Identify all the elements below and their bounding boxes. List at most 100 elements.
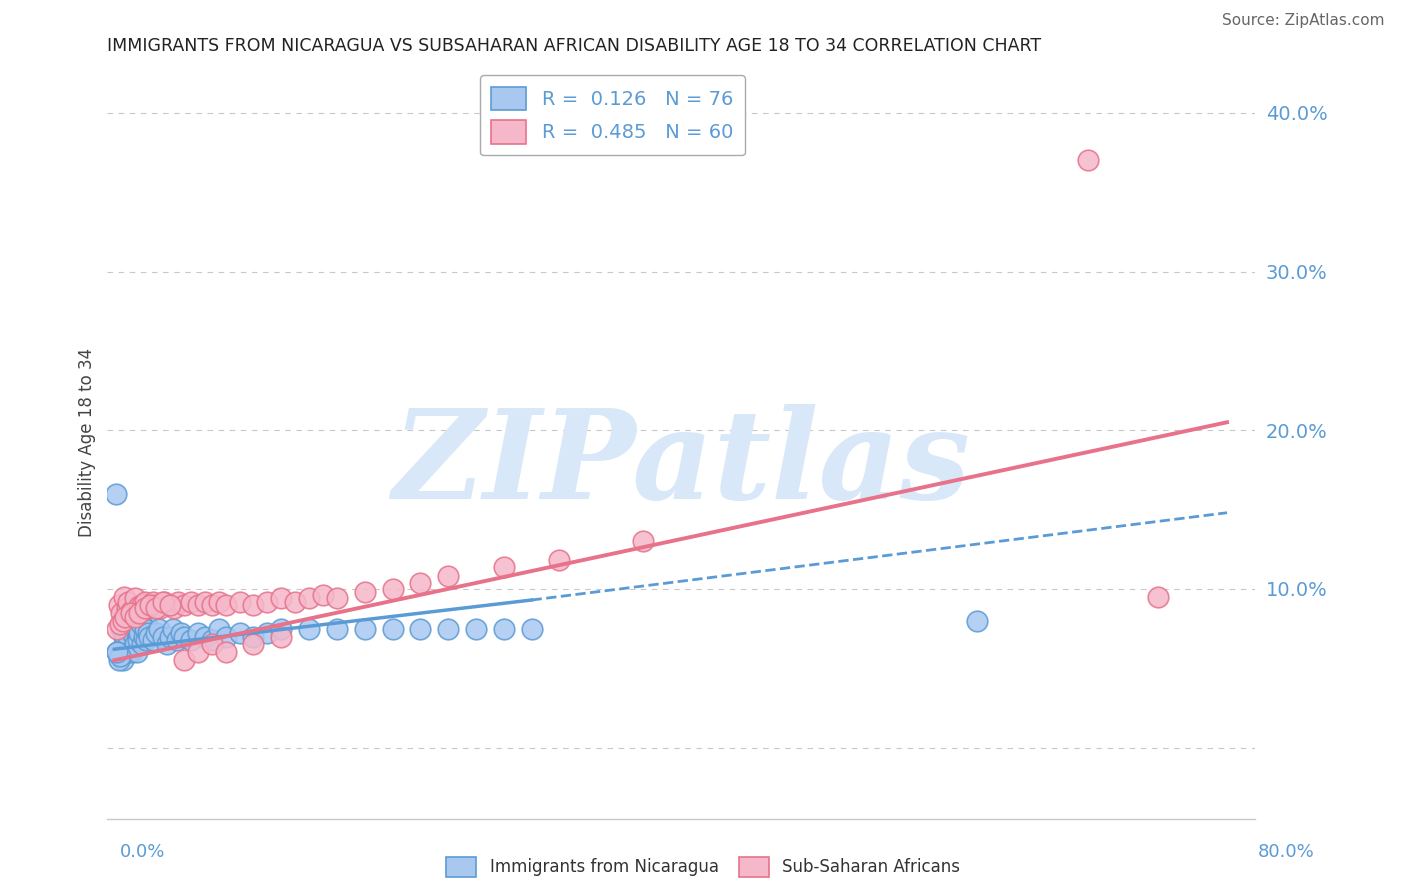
Point [145,601,167,615]
Point [138,601,160,615]
Point [120,606,142,620]
Point [173,598,195,612]
Point [131,637,153,651]
Point [159,598,181,612]
Point [112,590,135,604]
Point [114,630,136,644]
Point [631,534,654,549]
Text: 80.0%: 80.0% [1258,843,1315,861]
Legend: R =  0.126   N = 76, R =  0.485   N = 60: R = 0.126 N = 76, R = 0.485 N = 60 [479,75,745,155]
Point [135,614,157,628]
Point [152,594,174,608]
Point [194,630,217,644]
Point [145,626,167,640]
Point [122,606,145,620]
Point [298,591,321,606]
Point [111,614,134,628]
Point [118,645,141,659]
Point [492,622,515,636]
Point [159,598,181,612]
Point [242,637,264,651]
Point [149,601,172,615]
Point [111,614,134,628]
Point [966,614,988,628]
Y-axis label: Disability Age 18 to 34: Disability Age 18 to 34 [79,348,96,537]
Point [437,622,460,636]
Point [129,616,152,631]
Point [1146,590,1168,604]
Point [173,653,195,667]
Point [112,630,135,644]
Point [128,599,150,614]
Point [108,648,131,663]
Point [208,622,231,636]
Point [136,626,159,640]
Point [129,614,152,628]
Point [201,632,224,647]
Point [242,630,264,644]
Point [353,585,375,599]
Point [214,645,236,659]
Point [138,630,160,644]
Point [124,591,146,606]
Point [214,630,236,644]
Point [105,622,128,636]
Point [125,614,148,628]
Point [117,594,139,608]
Point [187,598,209,612]
Point [114,606,136,620]
Point [124,622,146,636]
Point [270,591,292,606]
Point [132,630,155,644]
Point [124,637,146,651]
Point [112,637,135,651]
Point [228,626,250,640]
Point [117,622,139,636]
Point [131,598,153,612]
Point [228,594,250,608]
Point [465,622,488,636]
Point [110,606,132,620]
Point [127,632,149,647]
Point [214,598,236,612]
Point [124,610,146,624]
Point [134,622,156,636]
Point [105,645,128,659]
Point [187,626,209,640]
Point [201,598,224,612]
Point [104,486,127,500]
Point [117,637,139,651]
Point [520,622,543,636]
Point [122,630,145,644]
Point [156,637,179,651]
Point [409,575,432,590]
Point [1077,153,1099,168]
Point [120,604,142,618]
Point [118,614,141,628]
Point [128,626,150,640]
Point [136,630,159,644]
Point [111,653,134,667]
Point [134,622,156,636]
Point [256,594,278,608]
Point [110,622,132,636]
Point [128,622,150,636]
Point [148,622,170,636]
Point [180,632,202,647]
Point [107,653,129,667]
Point [115,601,138,615]
Point [121,645,143,659]
Legend: Immigrants from Nicaragua, Sub-Saharan Africans: Immigrants from Nicaragua, Sub-Saharan A… [440,850,966,884]
Point [208,594,231,608]
Point [381,582,404,596]
Point [110,645,132,659]
Text: ZIPatlas: ZIPatlas [392,404,970,525]
Point [437,569,460,583]
Point [135,632,157,647]
Point [153,594,176,608]
Point [128,606,150,620]
Text: 0.0%: 0.0% [120,843,165,861]
Point [127,630,149,644]
Point [187,645,209,659]
Point [170,626,193,640]
